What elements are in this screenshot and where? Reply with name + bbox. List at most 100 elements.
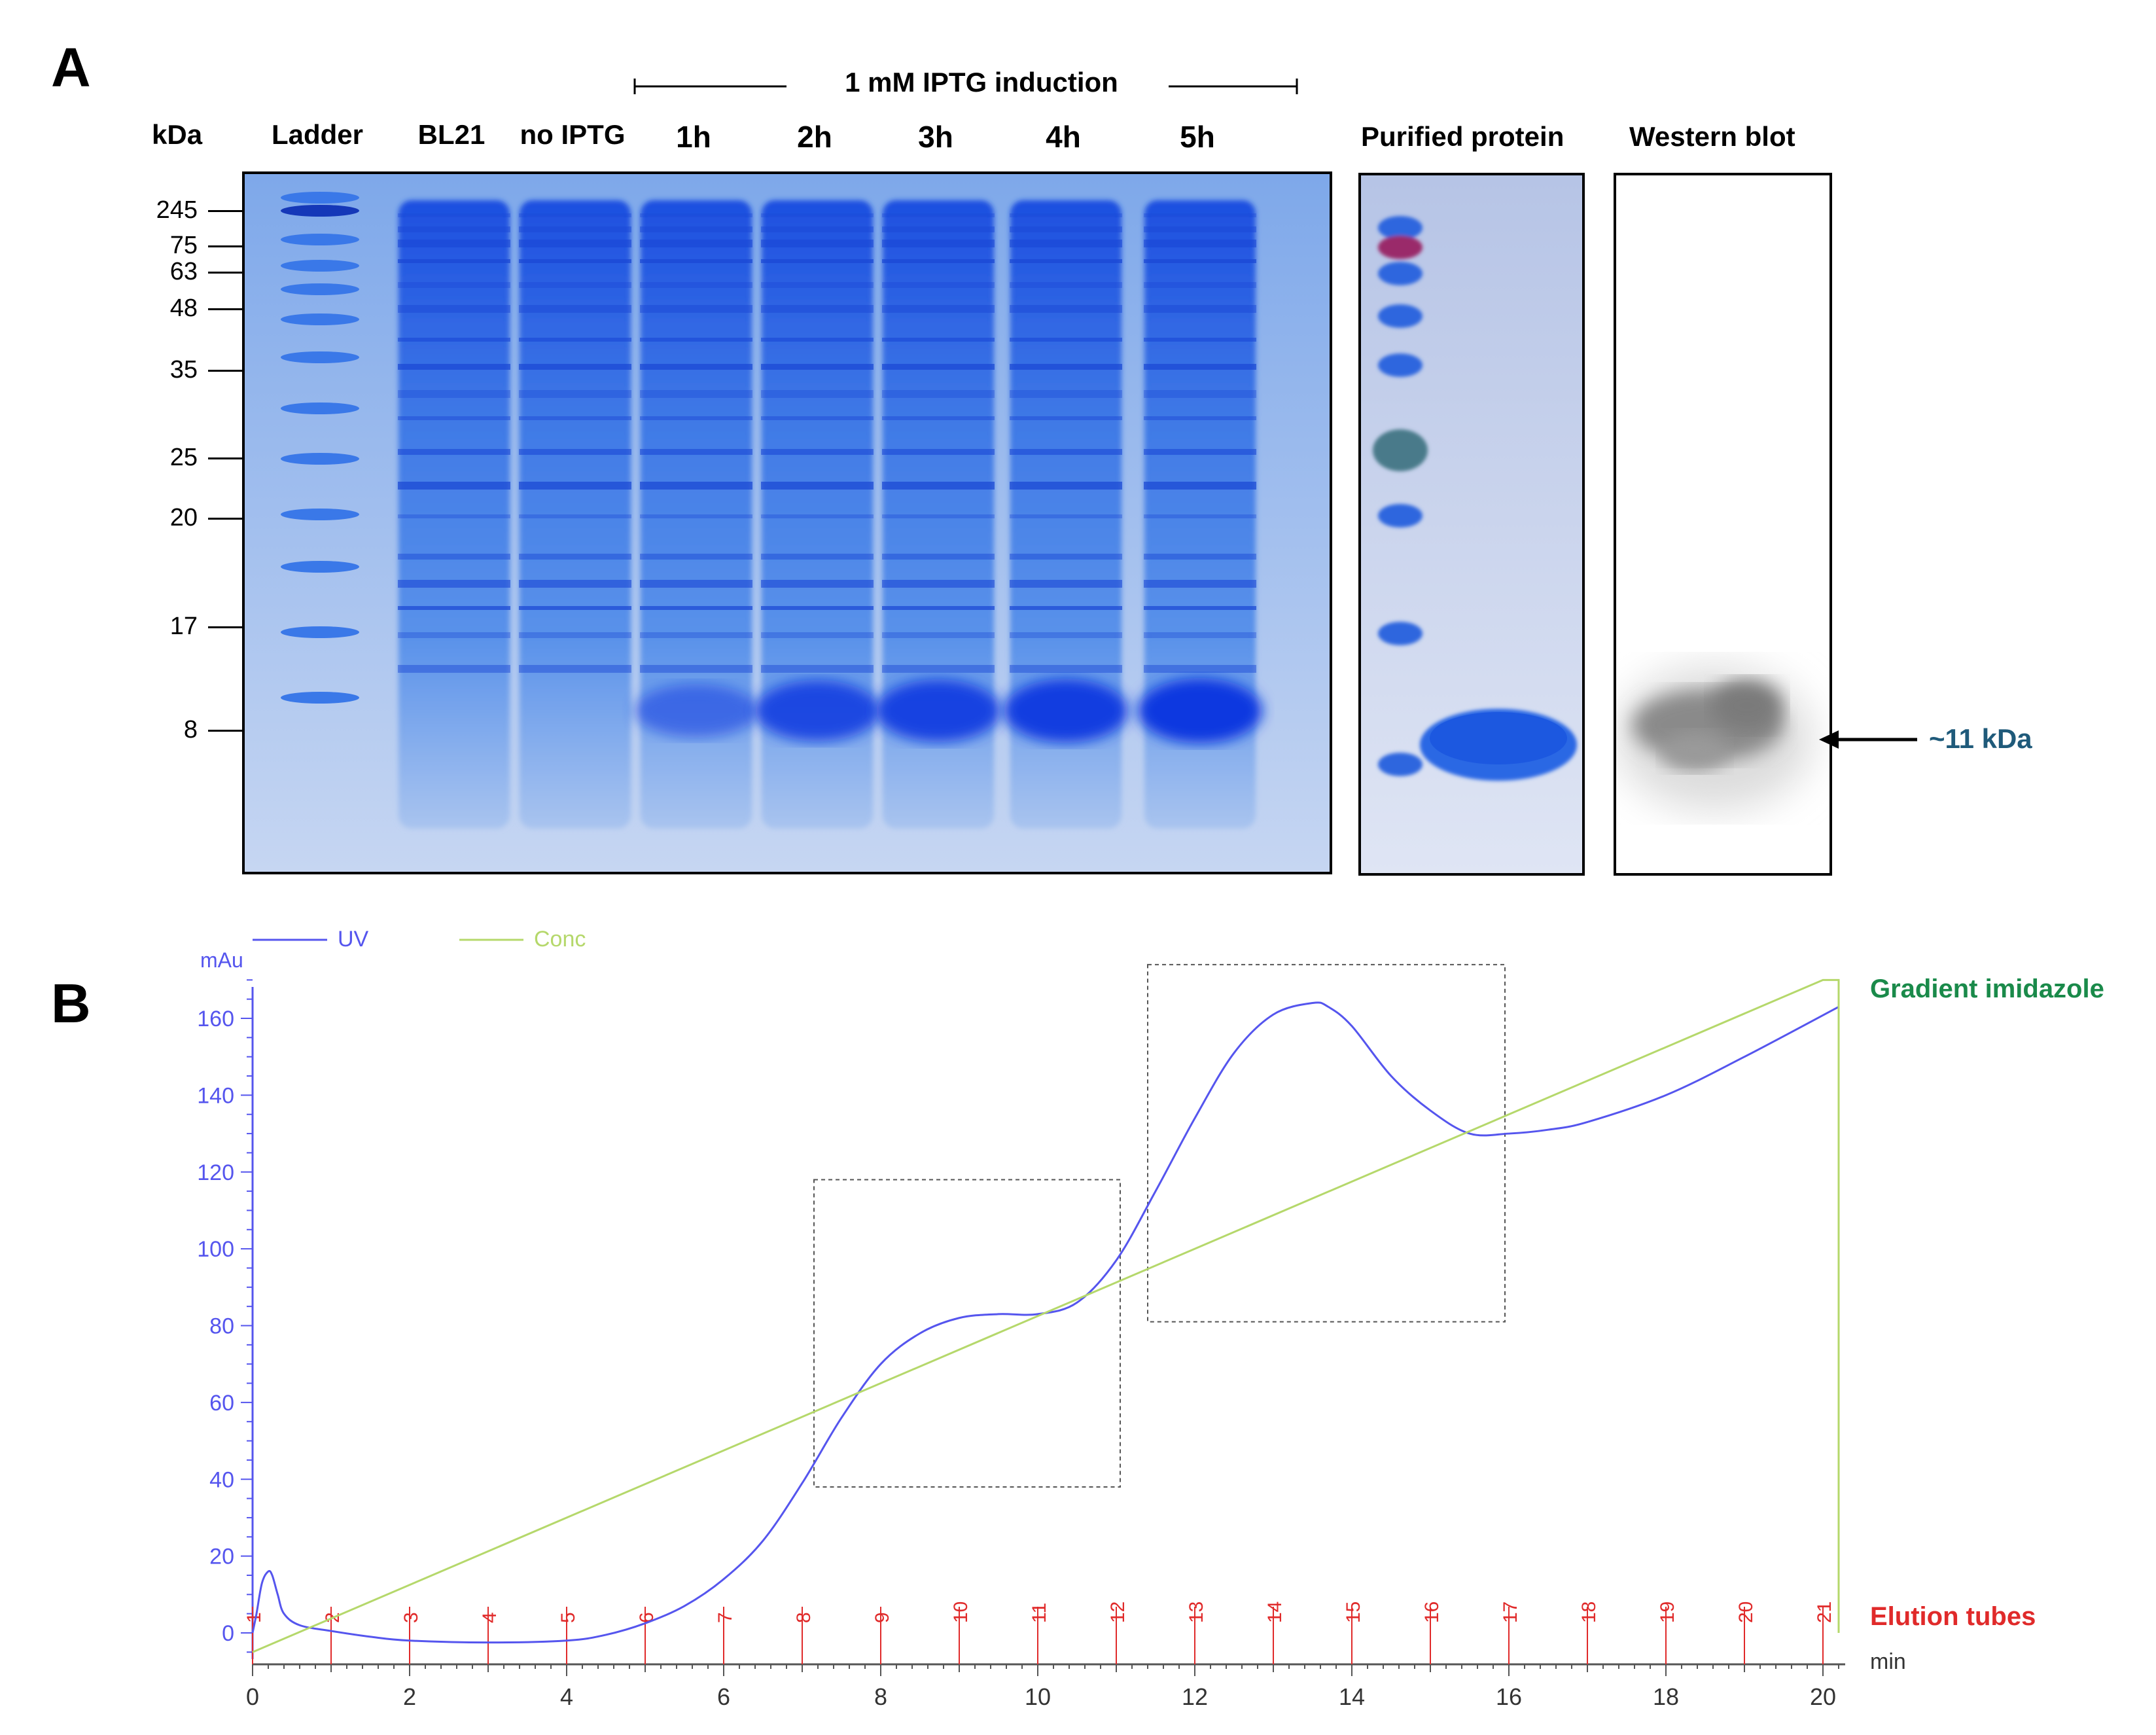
gel-band: [882, 514, 995, 518]
purified-ladder-band: [1378, 753, 1423, 776]
x-tick-label: 12: [1182, 1683, 1208, 1710]
gel-band: [1010, 580, 1122, 588]
elution-tube-label: 21: [1814, 1601, 1835, 1623]
gel-band: [640, 305, 752, 313]
elution-tube-label: 13: [1186, 1601, 1207, 1623]
gel-band: [1144, 364, 1256, 370]
kda-marker-label: 17: [169, 613, 198, 640]
elution-tube-label: 11: [1029, 1603, 1050, 1623]
y-tick-label: 40: [209, 1467, 234, 1492]
gel-band: [882, 364, 995, 370]
x-tick-label: 6: [717, 1683, 730, 1710]
gel-band: [519, 580, 631, 588]
gel-band: [519, 665, 631, 673]
purified-protein-gel: [1358, 173, 1585, 876]
gel-band: [398, 338, 510, 342]
gel-band: [761, 606, 874, 610]
gel-band: [1144, 226, 1256, 232]
gel-band: [398, 665, 510, 673]
gel-band: [1144, 213, 1256, 217]
kda-unit-label: kDa: [152, 119, 203, 150]
gel-band: [1144, 514, 1256, 518]
gel-band: [519, 338, 631, 342]
overexpressed-band: [1004, 679, 1128, 743]
gel-band: [1144, 554, 1256, 560]
elution-tube-label: 16: [1421, 1601, 1443, 1623]
elution-tube-label: 12: [1107, 1601, 1129, 1623]
overexpressed-band: [634, 684, 758, 738]
gel-band: [1010, 240, 1122, 247]
gel-band: [1144, 632, 1256, 638]
gel-band: [519, 226, 631, 232]
y-tick-label: 60: [209, 1391, 234, 1416]
elution-tube-label: 20: [1735, 1601, 1757, 1623]
kda-marker-label: 245: [156, 196, 198, 224]
lane-header-5h: 5h: [1180, 120, 1215, 154]
gel-band: [1010, 482, 1122, 490]
induction-bracket: [633, 79, 1298, 94]
ladder-band: [281, 692, 359, 704]
gel-band: [519, 554, 631, 560]
x-tick-label: 16: [1496, 1683, 1522, 1710]
western-blot-image: [1616, 175, 1829, 873]
elution-tube-label: 6: [636, 1612, 658, 1623]
purified-protein-label: Purified protein: [1361, 121, 1564, 152]
kda-marker-label: 8: [183, 716, 198, 743]
gel-band: [398, 364, 510, 370]
gel-band: [882, 226, 995, 232]
gel-band: [519, 449, 631, 455]
x-tick-label: 20: [1810, 1683, 1836, 1710]
elution-tubes-label: Elution tubes: [1870, 1602, 2036, 1631]
gel-band: [640, 213, 752, 217]
lane-header-4h: 4h: [1046, 120, 1081, 154]
elution-tube-label: 9: [872, 1612, 893, 1623]
gel-lane: [883, 200, 994, 829]
gel-band: [882, 665, 995, 673]
gel-band: [1144, 482, 1256, 490]
gel-band: [519, 305, 631, 313]
gel-band: [640, 416, 752, 420]
gel-band: [398, 632, 510, 638]
gel-band: [1010, 665, 1122, 673]
ladder-band: [281, 561, 359, 573]
highlight-box: [1147, 963, 1506, 1323]
gel-band: [519, 390, 631, 398]
gel-band: [1144, 259, 1256, 263]
gel-band: [1010, 416, 1122, 420]
panel-a-letter: A: [51, 37, 91, 98]
size-arrow-label: ~11 kDa: [1929, 723, 2032, 754]
y-axis-label: mAu: [200, 948, 243, 972]
gel-lane: [520, 200, 631, 829]
gel-lane: [762, 200, 873, 829]
lane-header-1h: 1h: [676, 120, 711, 154]
overexpressed-band: [876, 679, 1000, 742]
gel-band: [1010, 390, 1122, 398]
elution-tube-label: 8: [793, 1612, 815, 1623]
y-tick-label: 160: [197, 1007, 234, 1031]
elution-tube-label: 5: [557, 1612, 579, 1623]
gel-band: [519, 213, 631, 217]
gel-band: [1144, 416, 1256, 420]
lane-header-no-iptg: no IPTG: [520, 119, 626, 150]
gel-band: [398, 305, 510, 313]
kda-marker-label: 75: [169, 232, 198, 259]
gel-band: [398, 240, 510, 247]
purified-ladder-band: [1378, 622, 1423, 645]
gel-band: [398, 213, 510, 217]
gel-band: [519, 282, 631, 288]
legend-uv-label: UV: [338, 927, 369, 952]
gel-band: [1010, 632, 1122, 638]
gel-band: [640, 259, 752, 263]
series-conc-line: [252, 978, 1840, 1653]
sds-page-gel: [242, 171, 1332, 874]
gel-band: [761, 226, 874, 232]
kda-marker-label: 25: [169, 444, 198, 471]
gel-band: [640, 226, 752, 232]
gel-band: [882, 482, 995, 490]
gel-band: [398, 282, 510, 288]
gel-lane: [1010, 200, 1122, 829]
gel-band: [761, 632, 874, 638]
x-axis-label: min: [1870, 1649, 1906, 1674]
x-tick-label: 4: [560, 1683, 573, 1710]
